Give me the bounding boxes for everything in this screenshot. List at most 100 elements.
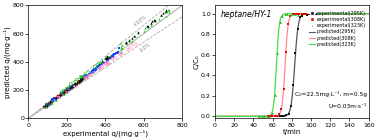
Point (119, 44, 125, 46)
Point (118, 53, 124, 55)
Point (115, 51, 121, 53)
Point (68, 87, 74, 89)
Point (283, 51, 289, 53)
Point (104, 56, 110, 59)
Point (79, 78, 85, 80)
Point (302, 13, 308, 15)
Point (119, 46, 125, 49)
Point (115, 52, 121, 54)
Point (48, 101, 54, 103)
Point (107, 54, 113, 57)
Point (96, 64, 102, 67)
Point (88, 70, 94, 72)
Point (97, 68, 103, 70)
Point (81, 75, 87, 78)
Point (162, 11, 168, 13)
Point (67, 87, 73, 89)
Point (103, 62, 109, 65)
Point (77, 78, 83, 81)
Point (274, 52, 280, 54)
Point (61, 91, 67, 93)
Point (45, 104, 51, 106)
Point (94, 66, 100, 68)
Point (109, 55, 115, 58)
Point (77, 79, 83, 81)
Point (89, 70, 95, 73)
Point (68, 86, 74, 88)
Point (97, 67, 103, 69)
Point (42, 105, 48, 107)
Point (83, 77, 89, 80)
Point (70, 84, 76, 86)
Point (89, 70, 95, 73)
Point (47, 101, 53, 104)
Point (163, 15, 169, 17)
Point (76, 81, 82, 84)
Point (287, 14, 293, 16)
Point (83, 76, 89, 78)
Point (86, 73, 92, 75)
Point (79, 75, 85, 77)
Point (303, 13, 309, 15)
Point (133, 43, 139, 45)
Point (73, 83, 79, 85)
Point (81, 73, 87, 75)
Point (104, 56, 110, 58)
Point (45, 101, 51, 104)
Point (286, 112, 292, 115)
Point (123, 41, 129, 44)
Point (73, 80, 79, 83)
Point (142, 27, 148, 29)
Point (44, 104, 50, 107)
Point (284, 13, 290, 15)
Point (52, 97, 58, 100)
Point (43, 103, 50, 105)
Point (67, 86, 73, 88)
Point (85, 71, 91, 74)
Point (74, 78, 80, 80)
Point (104, 62, 110, 64)
Point (306, 13, 312, 15)
Point (43, 102, 50, 104)
Point (105, 58, 111, 60)
Point (274, 115, 280, 118)
Point (110, 57, 116, 59)
Y-axis label: predicted q/(mg·g⁻¹): predicted q/(mg·g⁻¹) (3, 26, 11, 98)
Point (72, 86, 78, 88)
Point (271, 94, 277, 96)
Point (292, 13, 298, 15)
Point (55, 96, 61, 98)
Point (69, 85, 75, 87)
Point (110, 53, 116, 56)
Point (105, 58, 111, 60)
Point (311, 13, 317, 15)
Point (67, 88, 73, 90)
Point (88, 71, 94, 73)
Point (108, 55, 114, 57)
Point (59, 92, 65, 94)
Point (113, 52, 119, 54)
Point (48, 100, 54, 102)
Point (105, 63, 111, 65)
Point (57, 94, 63, 96)
Point (68, 85, 74, 87)
Point (88, 72, 94, 74)
Point (92, 69, 98, 71)
Point (304, 14, 310, 17)
Point (295, 28, 301, 30)
Point (279, 15, 285, 17)
Point (53, 99, 59, 101)
Legend: experimental(295K), experimental(308K), experimental(323K), predicted(295K), pre: experimental(295K), experimental(308K), … (309, 10, 366, 47)
Point (41, 106, 47, 108)
Point (65, 87, 71, 89)
Point (50, 99, 56, 101)
Point (118, 51, 124, 53)
Point (79, 76, 85, 79)
Point (144, 24, 150, 27)
Point (65, 87, 71, 89)
Point (93, 67, 99, 69)
Point (49, 100, 55, 102)
Point (132, 34, 138, 37)
Point (280, 88, 287, 90)
Point (87, 74, 93, 76)
